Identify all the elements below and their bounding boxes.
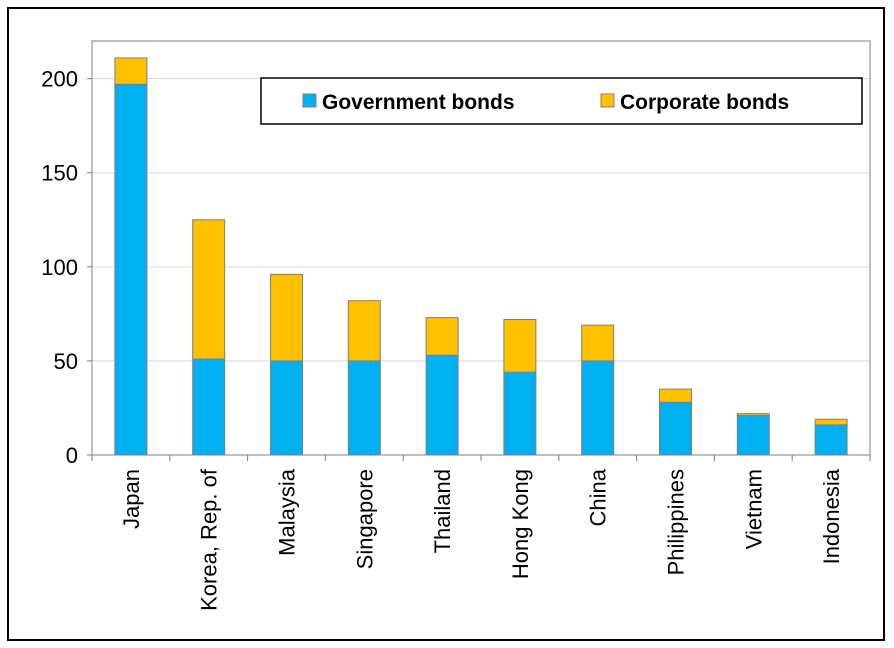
y-tick-label: 50	[54, 349, 78, 374]
x-category-label: Thailand	[430, 469, 455, 553]
y-tick-labels: 0 50 100 150 200	[41, 67, 78, 468]
x-category-label: Hong Kong	[508, 469, 533, 579]
bar-segment	[192, 358, 226, 456]
bars	[114, 57, 848, 456]
x-category-label: Indonesia	[819, 468, 844, 564]
y-tick-label: 200	[41, 67, 78, 92]
x-category-label: Singapore	[352, 469, 377, 569]
bar-segment	[581, 324, 615, 362]
legend: Government bonds Corporate bonds	[260, 77, 863, 125]
x-category-label: China	[586, 468, 611, 526]
x-category-label: Malaysia	[275, 468, 300, 556]
bar-segment	[581, 360, 615, 456]
y-tick-label: 0	[66, 443, 78, 468]
bar-segment	[814, 418, 848, 426]
y-tick-label: 100	[41, 255, 78, 280]
bar-segment	[736, 413, 770, 416]
x-category-label: Philippines	[664, 469, 689, 575]
y-tick-label: 150	[41, 161, 78, 186]
bar-segment	[425, 317, 459, 356]
legend-label: Government bonds	[322, 91, 515, 114]
bar-segment	[659, 388, 692, 403]
bar-segment	[347, 360, 381, 456]
bar-segment	[192, 219, 226, 360]
bar-segment	[503, 371, 537, 456]
bar-segment	[270, 273, 303, 362]
bar-segment	[659, 401, 692, 456]
bar-segment	[736, 414, 770, 456]
bar-segment	[425, 354, 459, 456]
bar-segment	[347, 300, 381, 362]
bar-segment	[503, 319, 537, 373]
legend-box	[260, 77, 863, 125]
legend-label: Corporate bonds	[620, 91, 789, 114]
x-category-label: Japan	[119, 469, 144, 529]
legend-swatch	[600, 93, 615, 108]
bar-segment	[114, 83, 148, 456]
legend-swatch	[302, 93, 317, 108]
x-category-labels: Japan Korea, Rep. of Malaysia Singapore Thai…	[119, 468, 844, 611]
axes	[87, 41, 871, 461]
bar-segment	[270, 360, 303, 456]
bar-segment	[814, 424, 848, 456]
x-category-label: Korea, Rep. of	[197, 468, 222, 611]
bar-segment	[114, 57, 148, 85]
x-category-label: Vietnam	[741, 469, 766, 549]
